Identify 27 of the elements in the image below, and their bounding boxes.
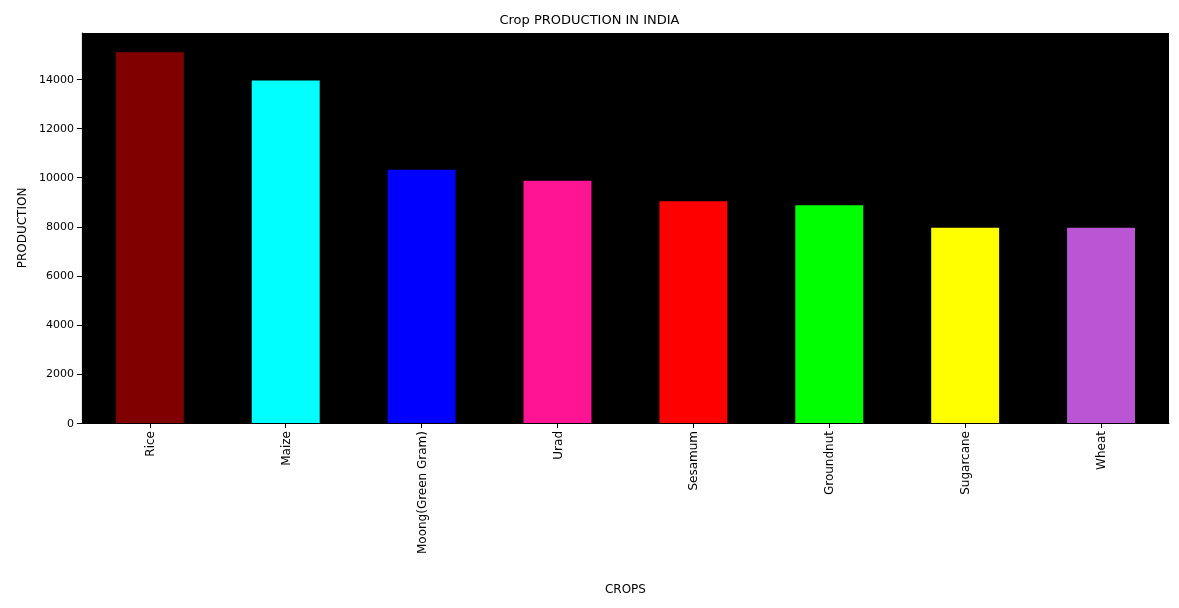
bar <box>795 205 864 423</box>
y-axis-title: PRODUCTION <box>15 187 29 269</box>
y-tick-label: 6000 <box>45 269 74 283</box>
x-axis-title: CROPS <box>604 582 646 596</box>
y-tick-label: 14000 <box>38 73 74 87</box>
x-tick-label: Groundnut <box>822 430 837 496</box>
y-tick-label: 2000 <box>45 367 74 381</box>
bar <box>251 80 320 423</box>
y-tick-label: 4000 <box>45 318 74 332</box>
x-tick-label: Moong(Green Gram) <box>414 431 429 555</box>
y-tick-label: 8000 <box>45 220 74 234</box>
x-tick-label: Wheat <box>1094 430 1109 470</box>
x-tick-label: Maize <box>278 431 293 466</box>
bar <box>387 169 456 423</box>
bar <box>115 52 184 423</box>
bar <box>523 180 592 423</box>
bar <box>659 201 728 423</box>
y-tick-label: 10000 <box>38 171 74 185</box>
x-tick-label: Sugarcane <box>958 431 973 495</box>
bar <box>1067 227 1136 423</box>
x-tick-label: Rice <box>142 431 157 457</box>
chart-title: Crop PRODUCTION IN INDIA <box>499 12 680 27</box>
y-tick-label: 12000 <box>38 122 74 136</box>
bar <box>931 227 1000 423</box>
y-tick-label: 0 <box>66 416 74 430</box>
x-tick-label: Sesamum <box>686 431 701 491</box>
x-tick-label: Urad <box>550 431 565 460</box>
